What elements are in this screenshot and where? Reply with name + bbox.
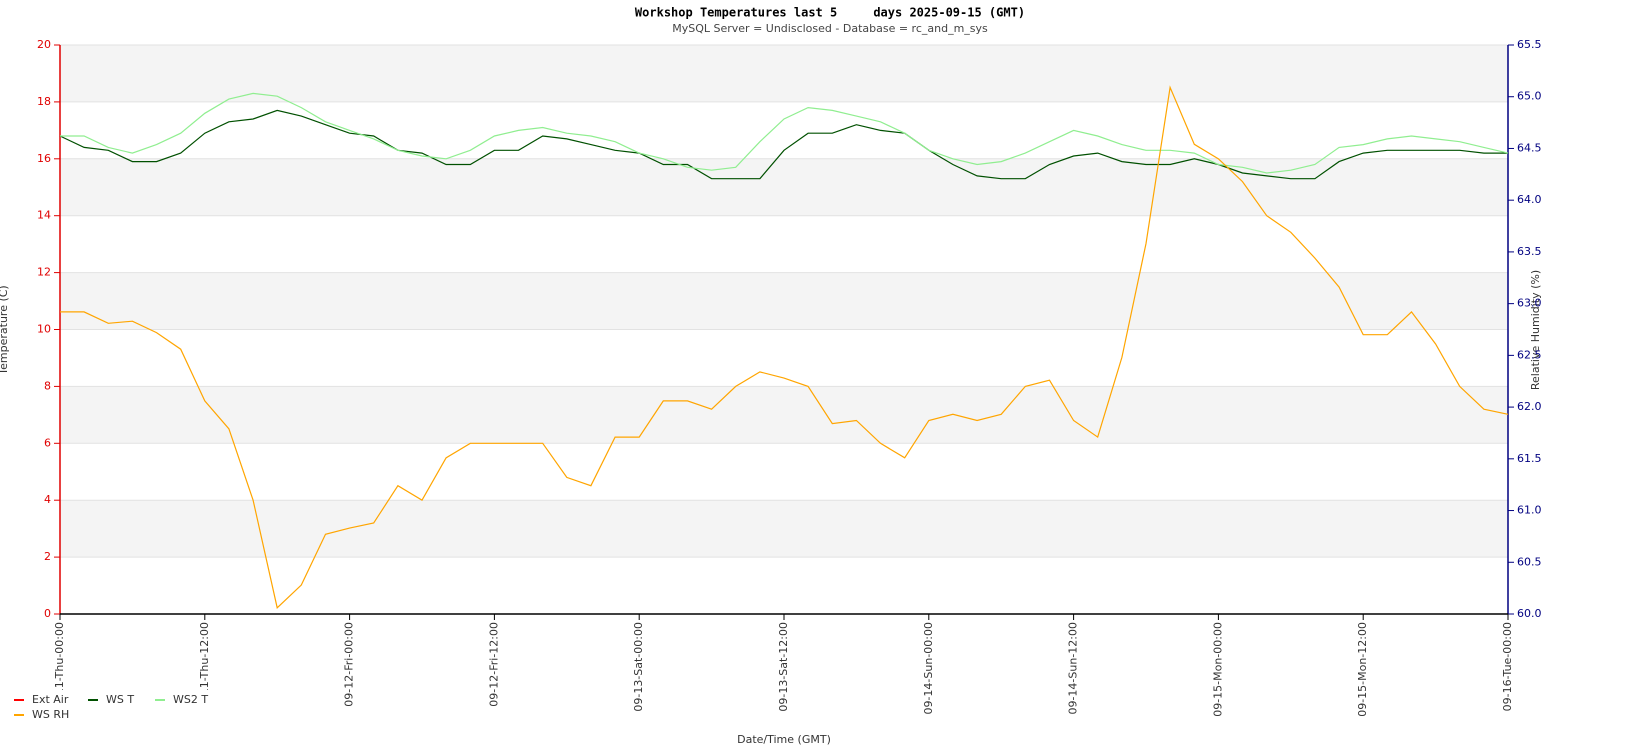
y2-tick-label: 62.0 xyxy=(1517,400,1542,413)
y-tick-label: 6 xyxy=(44,436,51,449)
y2-tick-label: 61.5 xyxy=(1517,452,1542,465)
x-tick-label: 09-15-Mon-00:00 xyxy=(1211,622,1224,717)
series-line xyxy=(60,92,1509,174)
y2-tick-label: 63.0 xyxy=(1517,297,1542,310)
legend-label: WS T xyxy=(106,693,134,706)
legend-label: Ext Air xyxy=(32,693,69,706)
x-tick-label: 09-14-Sun-12:00 xyxy=(1067,622,1080,715)
x-tick-label: 09-13-Sat-00:00 xyxy=(632,622,645,712)
x-tick-label: 09-13-Sat-12:00 xyxy=(777,622,790,712)
grid-band xyxy=(60,45,1508,102)
x-tick-label: 09-14-Sun-00:00 xyxy=(922,622,935,715)
y-tick-label: 16 xyxy=(37,152,51,165)
y2-tick-label: 65.0 xyxy=(1517,90,1542,103)
legend-label: WS RH xyxy=(32,708,69,721)
x-axis-label: Date/Time (GMT) xyxy=(737,733,831,746)
y-tick-label: 10 xyxy=(37,323,51,336)
legend: Ext Air WS RH WS T WS2 T xyxy=(8,690,218,722)
grid-band xyxy=(60,386,1508,444)
grid-band xyxy=(60,500,1508,558)
y-tick-label: 14 xyxy=(37,209,51,222)
grid-band xyxy=(60,158,1508,216)
y-tick-label: 4 xyxy=(44,493,51,506)
chart-subtitle: MySQL Server = Undisclosed - Database = … xyxy=(672,22,988,35)
y2-tick-label: 64.0 xyxy=(1517,193,1542,206)
y2-axis-label: Relative Humidity (%) xyxy=(1529,270,1542,390)
x-tick-label: 09-15-Mon-12:00 xyxy=(1356,622,1369,717)
y2-tick-label: 62.5 xyxy=(1517,348,1542,361)
y2-tick-label: 61.0 xyxy=(1517,504,1542,517)
series-line xyxy=(59,109,1508,180)
y-tick-label: 2 xyxy=(44,550,51,563)
y2-tick-label: 60.0 xyxy=(1517,607,1542,620)
x-tick-label: 09-12-Fri-00:00 xyxy=(343,622,356,707)
legend-background xyxy=(8,690,218,722)
y2-tick-label: 60.5 xyxy=(1517,555,1542,568)
y-tick-label: 20 xyxy=(37,38,51,51)
chart-title: Workshop Temperatures last 5 days 2025-0… xyxy=(635,6,1025,20)
y-tick-label: 8 xyxy=(44,379,51,392)
y-tick-label: 18 xyxy=(37,95,51,108)
y-tick-label: 12 xyxy=(37,266,51,279)
grid-band xyxy=(60,272,1508,330)
series-line xyxy=(60,85,1509,609)
y2-tick-label: 63.5 xyxy=(1517,245,1542,258)
y2-tick-label: 64.5 xyxy=(1517,141,1542,154)
legend-label: WS2 T xyxy=(173,693,208,706)
x-tick-label: 09-16-Tue-00:00 xyxy=(1501,622,1514,711)
y-axis-label: Temperature (C) xyxy=(0,285,10,375)
y2-tick-label: 65.5 xyxy=(1517,38,1542,51)
y-tick-label: 0 xyxy=(44,607,51,620)
x-tick-label: 09-12-Fri-12:00 xyxy=(487,622,500,707)
